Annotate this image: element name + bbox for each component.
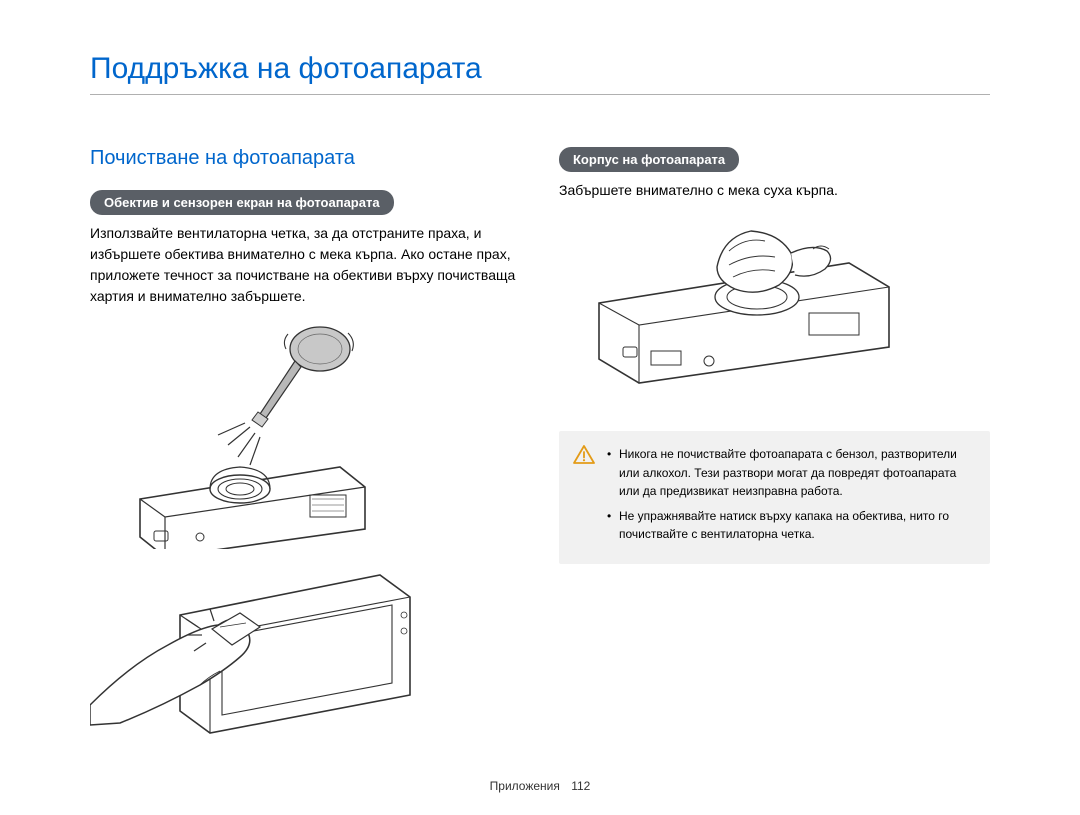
lens-body-text: Използвайте вентилаторна четка, за да от… xyxy=(90,223,521,307)
page-title: Поддръжка на фотоапарата xyxy=(90,52,990,95)
pill-body: Корпус на фотоапарата xyxy=(559,147,739,172)
section-title: Почистване на фотоапарата xyxy=(90,147,521,170)
page-footer: Приложения 112 xyxy=(0,779,1080,793)
warning-icon xyxy=(573,445,595,550)
warning-box: Никога не почиствайте фотоапарата с бенз… xyxy=(559,431,990,564)
illustration-wipe-body xyxy=(559,213,990,403)
warning-item: Никога не почиствайте фотоапарата с бенз… xyxy=(607,445,974,501)
warning-item: Не упражнявайте натиск върху капака на о… xyxy=(607,507,974,544)
pill-lens: Обектив и сензорен екран на фотоапарата xyxy=(90,190,394,215)
illustration-wipe-screen xyxy=(90,555,521,745)
illustration-blower xyxy=(90,319,521,549)
right-column: Корпус на фотоапарата Забършете внимател… xyxy=(559,147,990,745)
footer-section: Приложения xyxy=(490,779,560,793)
footer-page-number: 112 xyxy=(571,779,590,793)
content-columns: Почистване на фотоапарата Обектив и сенз… xyxy=(90,147,990,745)
body-body-text: Забършете внимателно с мека суха кърпа. xyxy=(559,180,990,201)
warning-content: Никога не почиствайте фотоапарата с бенз… xyxy=(607,445,974,550)
left-column: Почистване на фотоапарата Обектив и сенз… xyxy=(90,147,521,745)
